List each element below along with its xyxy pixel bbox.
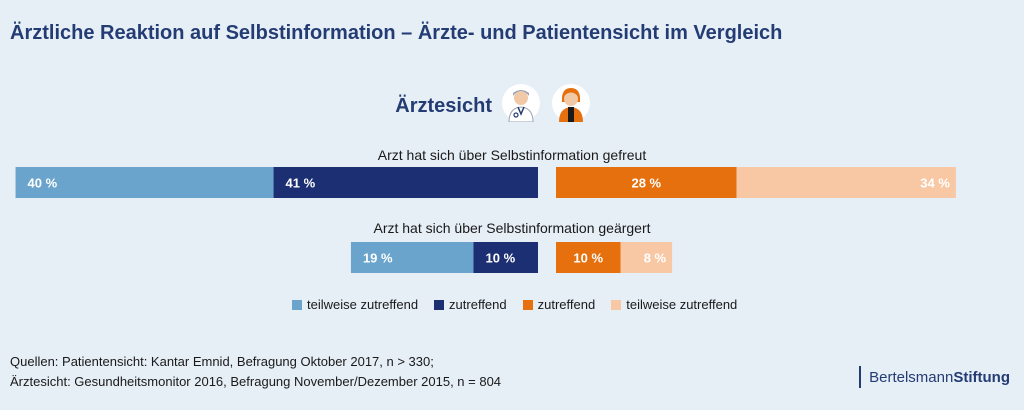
legend-item-3: zutreffend — [522, 297, 596, 312]
bar-2-patientensicht-teilweise-zutreffend — [620, 242, 673, 273]
data-label-2-patientensicht-teilweise-zutreffend: 8 % — [644, 251, 667, 266]
data-label-2-rztesicht-teilweise-zutreffend: 19 % — [363, 251, 393, 266]
legend-swatch-3 — [522, 299, 533, 310]
data-label-1-rztesicht-zutreffend: 41 % — [286, 176, 316, 191]
doctor-view-label: Ärztesicht — [395, 95, 492, 117]
data-label-1-rztesicht-teilweise-zutreffend: 40 % — [28, 176, 58, 191]
category-label-2: Arzt hat sich über Selbstinformation geä… — [373, 220, 651, 236]
legend-swatch-1 — [292, 299, 302, 310]
brand-part-2: Stiftung — [953, 368, 1010, 386]
data-label-1-patientensicht-zutreffend: 28 % — [631, 176, 661, 191]
bar-1-patientensicht-zutreffend — [556, 167, 737, 198]
data-label-2-patientensicht-zutreffend: 10 % — [573, 251, 603, 266]
legend-label-2: zutreffend — [449, 297, 507, 312]
legend-swatch-2 — [434, 299, 445, 310]
category-label-1: Arzt hat sich über Selbstinformation gef… — [377, 147, 647, 163]
bar-1-patientensicht-teilweise-zutreffend — [736, 167, 956, 198]
patient-avatar-icon — [552, 84, 590, 122]
source-line-2: Ärztesicht: Gesundheitsmonitor 2016, Bef… — [10, 374, 502, 389]
legend-label-3: zutreffend — [537, 297, 596, 312]
source-note: Quellen: Patientensicht: Kantar Emnid, B… — [10, 352, 501, 392]
legend-item-4: teilweise zutreffend — [611, 297, 737, 312]
brand-divider — [859, 366, 862, 388]
brand-part-1: Bertelsmann — [869, 368, 954, 386]
legend-item-1: teilweise zutreffend — [292, 297, 418, 312]
source-line-1: Quellen: Patientensicht: Kantar Emnid, B… — [10, 354, 434, 369]
data-label-2-rztesicht-zutreffend: 10 % — [486, 251, 516, 266]
bar-2-patientensicht-zutreffend — [556, 242, 621, 273]
bar-2-rztesicht-zutreffend — [473, 242, 538, 273]
doctor-avatar-icon — [502, 84, 540, 122]
data-label-1-patientensicht-teilweise-zutreffend: 34 % — [920, 176, 950, 191]
legend-item-2: zutreffend — [434, 297, 507, 312]
legend-label-4: teilweise zutreffend — [626, 297, 738, 312]
bar-1-rztesicht-zutreffend — [273, 167, 538, 198]
legend-label-1: teilweise zutreffend — [307, 297, 419, 312]
legend: teilweise zutreffend zutreffend zutreffend… — [292, 297, 753, 312]
brand-logo: Bertelsmann Stiftung — [859, 366, 1010, 388]
legend-swatch-4 — [611, 299, 622, 310]
chart-title: Ärztliche Reaktion auf Selbstinformation… — [10, 22, 783, 44]
bar-2-rztesicht-teilweise-zutreffend — [350, 242, 474, 273]
bar-1-rztesicht-teilweise-zutreffend — [15, 167, 274, 198]
